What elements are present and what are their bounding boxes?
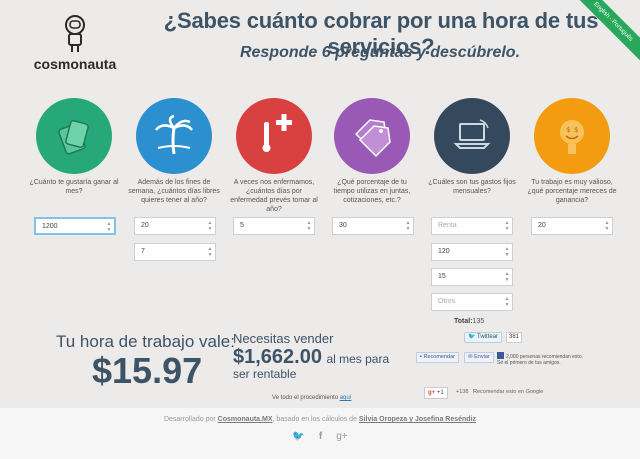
profit-input[interactable]: 20 ▲ ▼ [531, 217, 613, 235]
total-label: Total: [454, 318, 473, 325]
smiley-money-icon: $ $ [534, 98, 610, 174]
brand-name: cosmonauta [33, 56, 117, 72]
spinner-icon[interactable]: ▲ ▼ [306, 220, 312, 232]
facebook-icon: ▪ [420, 354, 422, 360]
footer: Desarrollado por Cosmonauta.MX, basado e… [0, 408, 640, 459]
fb-send-button[interactable]: ✉ Enviar [464, 352, 494, 363]
sell-suffix-2: ser rentable [233, 367, 297, 381]
question-4-text: ¿Qué porcentaje de tu tiempo utilizas en… [333, 179, 411, 204]
question-6: $ $ Tu trabajo es muy valioso, ¿qué porce… [526, 98, 618, 216]
days-off-value: 20 [141, 222, 149, 229]
fb-social-text: 2,080 personas recomiendan esto. Sé el p… [497, 352, 585, 366]
footer-socials: 🐦 f g+ [0, 431, 640, 442]
profit-value: 20 [538, 222, 546, 229]
expense-1-value: 120 [438, 248, 450, 255]
others-placeholder: Otros [438, 298, 456, 305]
spinner-icon[interactable]: ▲ ▼ [504, 220, 510, 232]
page-title: ¿Sabes cuánto cobrar por una hora de tus… [163, 8, 599, 59]
hour-label: Tu hora de trabajo vale: [56, 332, 235, 351]
days-off-extra-value: 7 [141, 248, 145, 255]
sick-days-input[interactable]: 5 ▲ ▼ [233, 217, 315, 235]
salary-input[interactable]: 1200 ▲ ▼ [34, 217, 116, 235]
page-subtitle: Responde 6 preguntas y descúbrelo. [239, 44, 521, 61]
twitter-icon: 🐦 [468, 334, 476, 340]
spinner-icon[interactable]: ▲ ▼ [504, 296, 510, 308]
gplus-description: Recomendar esto en Google [472, 389, 544, 395]
tweet-count: 381 [506, 332, 523, 343]
facebook-icon [497, 352, 504, 359]
days-off-extra-input[interactable]: 7 ▲ ▼ [134, 243, 216, 261]
question-1-text: ¿Cuánto te gustaría ganar al mes? [29, 179, 119, 195]
gplus-count: +138 [456, 389, 469, 395]
rent-placeholder: Renta [438, 222, 457, 229]
question-2: Además de los fines de semana, ¿cuántos … [128, 98, 220, 216]
money-icon [36, 98, 112, 174]
procedure-line: Ve todo el procedimiento aquí [272, 395, 351, 401]
spinner-icon[interactable]: ▲ ▼ [106, 221, 112, 233]
send-icon: ✉ [468, 354, 473, 360]
tweet-button[interactable]: 🐦 Twittear [464, 332, 503, 343]
fb-recommend-button[interactable]: ▪ Recomendar [416, 352, 459, 363]
procedure-link[interactable]: aquí [339, 395, 352, 401]
days-off-input[interactable]: 20 ▲ ▼ [134, 217, 216, 235]
fb-social-count: 2,080 personas recomiendan esto. Sé el p… [497, 354, 583, 366]
gplus-label: +1 [436, 390, 444, 396]
gplus-icon[interactable]: g+ [336, 431, 348, 442]
tweet-label: Twittear [477, 334, 499, 340]
svg-text:$: $ [574, 126, 578, 134]
logo[interactable]: cosmonauta [30, 14, 120, 72]
palm-tree-icon [136, 98, 212, 174]
percent-time-input[interactable]: 30 ▲ ▼ [332, 217, 414, 235]
spinner-icon[interactable]: ▲ ▼ [207, 220, 213, 232]
question-5-text: ¿Cuáles son tus gastos fijos mensuales? [428, 179, 516, 195]
expense-2-value: 15 [438, 273, 446, 280]
gplus-text: +138 Recomendar esto en Google [456, 389, 543, 395]
footer-authors-link[interactable]: Silvia Oropeza y Josefina Reséndiz [358, 416, 477, 423]
percent-time-value: 30 [339, 222, 347, 229]
expense-2-input[interactable]: 15 ▲ ▼ [431, 268, 513, 286]
question-1: ¿Cuánto te gustaría ganar al mes? [28, 98, 120, 216]
thermometer-icon [236, 98, 312, 174]
svg-text:$: $ [566, 126, 570, 134]
laptop-icon [434, 98, 510, 174]
question-2-text: Además de los fines de semana, ¿cuántos … [128, 179, 220, 204]
tags-icon [334, 98, 410, 174]
astronaut-icon [65, 15, 85, 52]
procedure-text: Ve todo el procedimiento [272, 395, 339, 401]
salary-value: 1200 [42, 223, 58, 230]
expense-1-input[interactable]: 120 ▲ ▼ [431, 243, 513, 261]
question-4: ¿Qué porcentaje de tu tiempo utilizas en… [326, 98, 418, 216]
footer-dev-link[interactable]: Cosmonauta.MX [217, 416, 273, 423]
gplus-button[interactable]: g+ +1 [424, 387, 448, 399]
sell-suffix: al mes para [326, 352, 390, 366]
sick-days-value: 5 [240, 222, 244, 229]
spinner-icon[interactable]: ▲ ▼ [207, 246, 213, 258]
expenses-total: Total:135 [454, 318, 484, 325]
footer-prefix: Desarrollado por [163, 416, 216, 423]
footer-credits: Desarrollado por Cosmonauta.MX, basado e… [0, 416, 640, 423]
question-5: ¿Cuáles son tus gastos fijos mensuales? [426, 98, 518, 216]
spinner-icon[interactable]: ▲ ▼ [604, 220, 610, 232]
rent-input[interactable]: Renta ▲ ▼ [431, 217, 513, 235]
question-6-text: Tu trabajo es muy valioso, ¿qué porcenta… [527, 179, 617, 204]
facebook-icon[interactable]: f [318, 431, 323, 442]
spinner-icon[interactable]: ▲ ▼ [504, 246, 510, 258]
total-value: 135 [472, 318, 485, 325]
sell-value: $1,662.00 [233, 346, 322, 368]
twitter-icon[interactable]: 🐦 [292, 431, 305, 442]
fb-recommend-label: Recomendar [423, 354, 455, 360]
gplus-icon: g+ [428, 390, 436, 396]
question-3-text: A veces nos enfermamos, ¿cuántos días po… [230, 179, 318, 213]
sell-label: Necesitas vender [233, 331, 334, 346]
spinner-icon[interactable]: ▲ ▼ [405, 220, 411, 232]
footer-mid: , basado en los cálculos de [272, 416, 357, 423]
spinner-icon[interactable]: ▲ ▼ [504, 271, 510, 283]
sell-amount-line: $1,662.00 al mes para [233, 346, 423, 369]
hour-value: $15.97 [92, 350, 203, 391]
others-input[interactable]: Otros ▲ ▼ [431, 293, 513, 311]
fb-send-label: Enviar [474, 354, 490, 360]
question-3: A veces nos enfermamos, ¿cuántos días po… [228, 98, 320, 216]
